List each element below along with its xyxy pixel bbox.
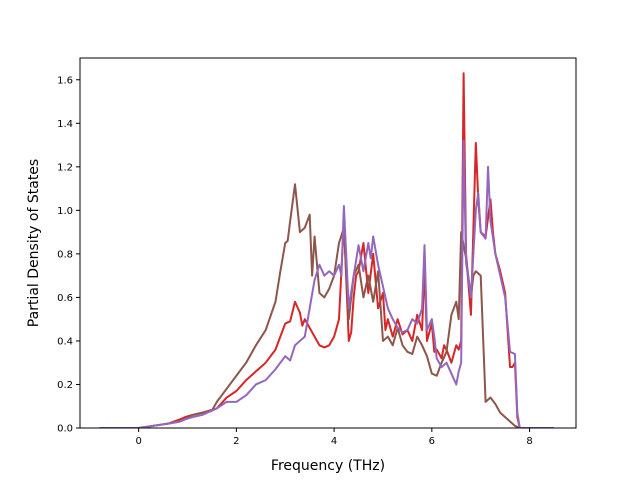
- x-tick-label: 8: [526, 436, 532, 447]
- y-tick-label: 1.4: [57, 119, 73, 130]
- x-tick-label: 2: [233, 436, 239, 447]
- x-axis-label: Frequency (THz): [271, 458, 385, 474]
- x-tick-label: 0: [135, 436, 141, 447]
- plot-frame: [79, 57, 577, 429]
- y-tick-label: 1.0: [57, 206, 73, 217]
- x-axis-ticks: 0 2 4 6 8: [135, 428, 533, 447]
- y-axis-ticks: 0.0 0.2 0.4 0.6 0.8 1.0 1.2 1.4 1.6: [57, 75, 80, 435]
- y-axis-label: Partial Density of States: [26, 159, 42, 327]
- y-tick-label: 0.0: [57, 424, 73, 435]
- y-tick-label: 0.8: [57, 249, 73, 260]
- series-line-3: [99, 139, 555, 428]
- y-tick-label: 1.6: [57, 75, 73, 86]
- x-tick-label: 6: [429, 436, 435, 447]
- series-layer: [99, 72, 555, 428]
- y-tick-label: 1.2: [57, 162, 73, 173]
- y-tick-label: 0.2: [57, 380, 73, 391]
- plot-area: [80, 58, 576, 428]
- x-tick-label: 4: [331, 436, 337, 447]
- y-tick-label: 0.6: [57, 293, 73, 304]
- y-tick-label: 0.4: [57, 336, 73, 347]
